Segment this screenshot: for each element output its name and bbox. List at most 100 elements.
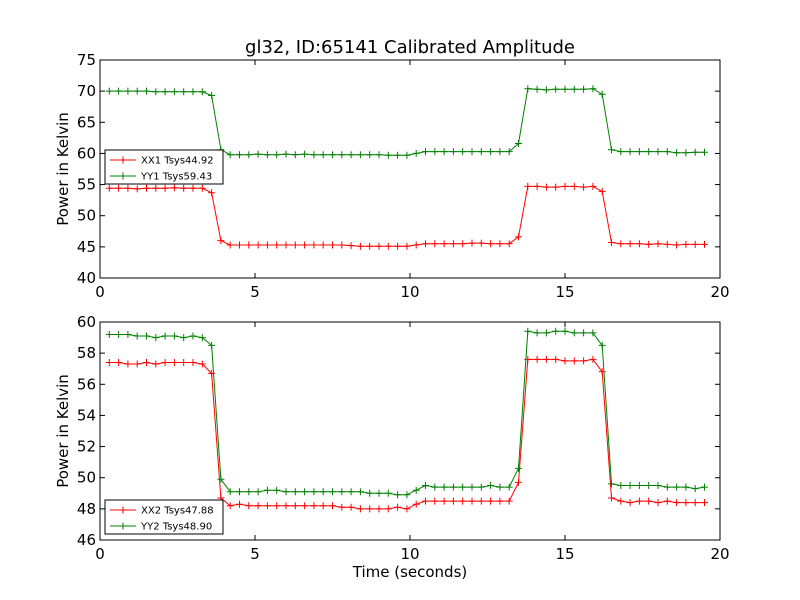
data-point: [431, 483, 439, 491]
data-point: [691, 240, 699, 248]
data-point: [570, 85, 578, 93]
data-point: [198, 334, 206, 342]
y-tick-label: 56: [77, 375, 96, 393]
data-point: [524, 182, 532, 190]
data-point: [663, 240, 671, 248]
y-tick-label: 55: [77, 176, 96, 194]
data-point: [617, 497, 625, 505]
data-point: [412, 241, 420, 249]
data-point: [133, 185, 141, 193]
legend-label: XX2 Tsys47.88: [141, 506, 214, 517]
data-point: [561, 85, 569, 93]
top-plot: 0 5 10 15 20 40 45 50 55 60 65 70 75 Power in Kelvin X…: [54, 51, 730, 301]
data-point: [673, 149, 681, 157]
data-point: [356, 242, 364, 250]
data-point: [356, 488, 364, 496]
data-point: [477, 239, 485, 247]
data-point: [422, 148, 429, 156]
data-point: [143, 87, 150, 95]
data-point: [449, 148, 457, 156]
data-point: [468, 497, 476, 505]
x-tick-label: 20: [710, 545, 729, 563]
data-point: [282, 502, 290, 510]
data-point: [626, 499, 634, 507]
data-point: [682, 240, 690, 248]
data-point: [431, 497, 439, 505]
data-point: [654, 482, 662, 489]
data-point: [477, 148, 485, 156]
data-point: [161, 184, 169, 192]
data-point: [375, 242, 383, 250]
data-point: [589, 182, 597, 190]
y-tick-label: 48: [77, 500, 96, 518]
data-point: [263, 502, 271, 510]
data-point: [366, 505, 374, 513]
data-point: [431, 240, 439, 248]
data-point: [347, 503, 355, 511]
data-point: [608, 494, 615, 502]
data-point: [198, 184, 206, 192]
data-point: [236, 151, 243, 159]
legend-box: [104, 499, 224, 535]
data-point: [301, 488, 309, 496]
data-point: [589, 85, 597, 93]
data-point: [552, 355, 560, 363]
data-point: [645, 497, 653, 505]
data-point: [282, 241, 290, 249]
data-point: [654, 240, 662, 248]
data-point: [608, 480, 615, 488]
data-point: [663, 497, 671, 505]
data-point: [273, 502, 281, 510]
data-point: [496, 497, 504, 505]
data-point: [282, 150, 290, 158]
data-point: [208, 189, 216, 197]
data-point: [375, 151, 383, 159]
data-point: [366, 242, 374, 250]
data-point: [459, 148, 467, 156]
data-point: [682, 499, 690, 507]
data-point: [468, 483, 476, 491]
data-point: [245, 502, 253, 510]
chart-title: gl32, ID:65141 Calibrated Amplitude: [245, 37, 575, 58]
data-point: [301, 241, 309, 249]
data-point: [580, 329, 588, 337]
data-point: [198, 360, 206, 368]
data-point: [124, 331, 132, 338]
y-tick-label: 65: [77, 113, 96, 131]
data-point: [449, 483, 457, 491]
data-point: [459, 497, 467, 505]
data-point: [487, 240, 495, 248]
data-point: [180, 88, 188, 96]
data-point: [319, 502, 327, 510]
data-point: [170, 184, 178, 192]
data-point: [143, 184, 150, 192]
data-point: [524, 85, 532, 93]
data-point: [254, 488, 262, 496]
data-point: [682, 149, 690, 157]
data-point: [459, 483, 467, 491]
data-point: [682, 483, 690, 491]
data-point: [384, 489, 392, 497]
data-point: [701, 483, 708, 491]
data-point: [440, 240, 448, 248]
data-point: [412, 486, 420, 494]
data-point: [608, 239, 615, 246]
data-point: [124, 184, 132, 192]
data-point: [673, 499, 681, 507]
y-axis-label: Power in Kelvin: [54, 112, 72, 226]
data-point: [245, 488, 253, 496]
data-point: [273, 486, 281, 494]
data-point: [440, 483, 448, 491]
data-point: [329, 488, 336, 496]
data-point: [347, 488, 355, 496]
data-point: [319, 488, 327, 496]
data-point: [310, 488, 318, 496]
data-point: [701, 240, 708, 248]
data-point: [645, 240, 653, 248]
data-point: [580, 183, 588, 191]
data-point: [226, 151, 234, 159]
x-tick-label: 5: [250, 545, 260, 563]
data-point: [236, 488, 243, 496]
data-point: [133, 360, 141, 368]
data-point: [515, 233, 522, 241]
